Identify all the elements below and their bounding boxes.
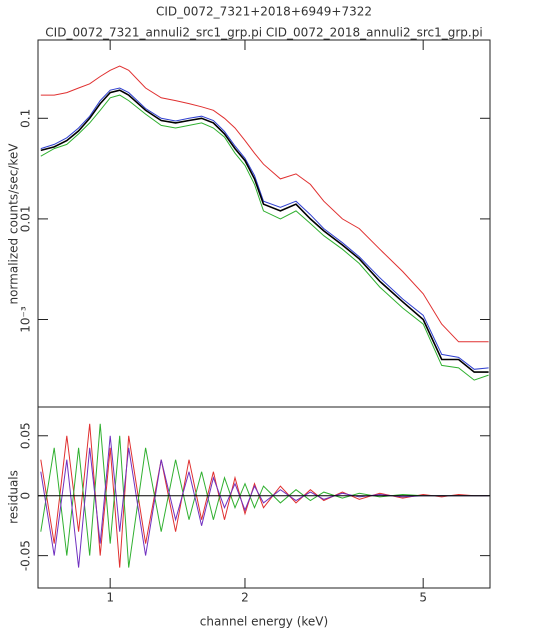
x-tick-label: 1 [106,591,114,605]
data-line [40,94,489,381]
data-line [40,87,489,370]
y-axis-label: residuals [7,470,21,524]
y-tick-label: -0.05 [19,540,33,571]
data-line [40,65,489,343]
y-tick-label: 10⁻³ [19,306,33,333]
data-line [40,89,489,373]
x-tick-label: 5 [419,591,427,605]
plot-frame [37,406,491,589]
y-tick-label: 0.05 [19,422,33,449]
x-tick-label: 2 [241,591,249,605]
y-tick-label: 0.1 [19,109,33,128]
x-axis-label: channel energy (keV) [200,615,328,629]
y-axis-label: normalized counts/sec/keV [7,143,21,305]
chart-title: CID_0072_7321+2018+6949+7322 [156,5,372,19]
chart-subtitle: CID_0072_7321_annuli2_src1_grp.pi CID_00… [45,26,482,40]
y-tick-label: 0 [19,492,33,500]
data-line [40,435,489,568]
y-tick-label: 0.01 [19,206,33,233]
